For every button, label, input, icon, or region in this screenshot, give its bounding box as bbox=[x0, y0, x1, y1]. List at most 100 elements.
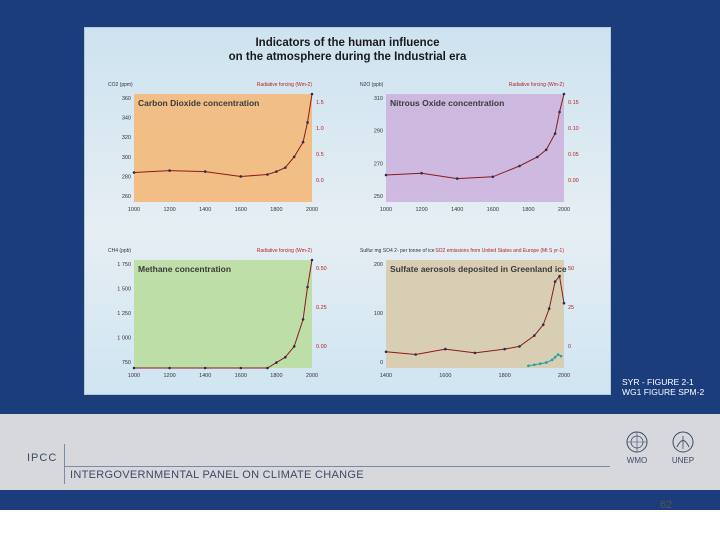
n2o-y-tick-label-right: 0.05 bbox=[568, 152, 579, 158]
sulfate-data-point bbox=[384, 350, 388, 354]
sulfate-y-tick-label-right: 50 bbox=[568, 266, 574, 272]
n2o-data-point bbox=[544, 148, 548, 152]
footer-band bbox=[0, 414, 720, 490]
figure-title-line1: Indicators of the human influence bbox=[255, 37, 440, 49]
ch4-x-tick-label: 1400 bbox=[199, 373, 211, 379]
ipcc-short-name: IPCC bbox=[27, 452, 58, 464]
n2o-y-tick-label-left: 290 bbox=[374, 129, 383, 135]
co2-panel: Carbon Dioxide concentration CO2 (ppm) Rad… bbox=[108, 82, 324, 213]
co2-data-point bbox=[132, 171, 136, 174]
sulfate-data-point bbox=[527, 364, 530, 368]
ch4-x-tick-label: 1800 bbox=[270, 373, 282, 379]
n2o-y-tick-label-right: 0.00 bbox=[568, 178, 579, 184]
n2o-y-tick-label-right: 0.15 bbox=[568, 100, 579, 106]
ch4-data-point bbox=[306, 285, 309, 289]
co2-x-tick-label: 1400 bbox=[199, 207, 211, 213]
sulfate-data-point bbox=[544, 361, 548, 364]
co2-y-tick-label-left: 260 bbox=[122, 194, 131, 200]
ipcc-full-name: INTERGOVERNMENTAL PANEL ON CLIMATE CHANG… bbox=[70, 469, 364, 481]
ch4-data-point bbox=[284, 355, 287, 359]
co2-data-point bbox=[292, 155, 296, 159]
sulfate-data-point bbox=[558, 274, 561, 278]
n2o-ylabel-left: N2O (ppb) bbox=[360, 82, 384, 88]
co2-data-point bbox=[275, 170, 278, 173]
ch4-y-tick-label-right: 0.00 bbox=[316, 344, 327, 350]
sulfate-data-point bbox=[541, 323, 545, 327]
n2o-data-point bbox=[384, 173, 388, 177]
n2o-x-tick-label: 1800 bbox=[522, 207, 534, 213]
ch4-x-tick-label: 1200 bbox=[163, 373, 175, 379]
figure-title-line2: on the atmosphere during the Industrial … bbox=[228, 51, 467, 63]
co2-y-tick-label-left: 320 bbox=[122, 135, 131, 141]
co2-data-point bbox=[168, 169, 171, 172]
caption-line1: SYR - FIGURE 2-1 bbox=[622, 377, 694, 387]
co2-data-point bbox=[284, 166, 287, 169]
ch4-panel: Methane concentration CH4 (ppb) Radiative … bbox=[108, 248, 327, 379]
ch4-data-point bbox=[168, 366, 171, 370]
sulfate-x-tick-label: 2000 bbox=[558, 373, 570, 379]
unep-label: UNEP bbox=[672, 456, 694, 465]
co2-y-tick-label-left: 280 bbox=[122, 174, 131, 180]
ch4-y-tick-label-left: 1 250 bbox=[117, 311, 131, 317]
co2-data-point bbox=[310, 92, 314, 96]
n2o-data-point bbox=[536, 155, 539, 159]
co2-y-tick-label-left: 340 bbox=[122, 116, 131, 122]
ch4-data-point bbox=[132, 366, 136, 370]
ch4-y-tick-label-left: 1 000 bbox=[117, 336, 131, 342]
ch4-chart-title: Methane concentration bbox=[138, 264, 231, 274]
n2o-series-line bbox=[385, 93, 565, 180]
sulfate-x-tick-label: 1800 bbox=[499, 373, 511, 379]
n2o-plot-area bbox=[386, 94, 564, 202]
n2o-chart-title: Nitrous Oxide concentration bbox=[390, 98, 504, 108]
sulfate-x-tick-label: 1400 bbox=[380, 373, 392, 379]
sulfate-ylabel-right: SO2 emissions from United States and Eur… bbox=[435, 248, 564, 254]
sulfate-plot-area bbox=[386, 260, 564, 368]
n2o-y-tick-label-right: 0.10 bbox=[568, 126, 579, 132]
ch4-data-point bbox=[275, 361, 278, 364]
n2o-y-tick-label-left: 270 bbox=[374, 161, 383, 167]
sulfate-data-point bbox=[414, 353, 417, 356]
co2-x-tick-label: 1800 bbox=[270, 207, 282, 213]
sulfate-y-tick-label-left: 100 bbox=[374, 311, 383, 317]
ch4-data-point bbox=[301, 318, 305, 321]
unep-logo-icon bbox=[672, 431, 694, 453]
co2-plot-area bbox=[134, 94, 312, 202]
sulfate-data-point bbox=[503, 347, 506, 351]
sulfate-y-tick-label-right: 25 bbox=[568, 305, 574, 311]
co2-data-point bbox=[203, 170, 207, 173]
n2o-data-point bbox=[491, 175, 495, 179]
co2-x-tick-label: 1200 bbox=[163, 207, 175, 213]
co2-ylabel-right: Radiative forcing (Wm-2) bbox=[257, 82, 313, 88]
n2o-x-tick-label: 2000 bbox=[558, 207, 570, 213]
co2-x-tick-label: 1600 bbox=[235, 207, 247, 213]
ch4-plot-area bbox=[134, 260, 312, 368]
sulfate-data-point bbox=[533, 334, 536, 337]
n2o-x-tick-label: 1400 bbox=[451, 207, 463, 213]
ch4-data-point bbox=[203, 366, 207, 370]
ch4-y-tick-label-right: 0.50 bbox=[316, 266, 327, 272]
footer-divider bbox=[64, 444, 65, 484]
sulfate-data-point bbox=[562, 301, 566, 305]
n2o-data-point bbox=[562, 92, 566, 96]
n2o-x-tick-label: 1200 bbox=[415, 207, 427, 213]
ch4-data-point bbox=[266, 366, 269, 370]
footer-dark-band bbox=[0, 490, 720, 510]
co2-data-point bbox=[306, 121, 309, 124]
sulfate-data-point bbox=[533, 363, 536, 367]
n2o-panel: Nitrous Oxide concentration N2O (ppb) Radi… bbox=[360, 82, 579, 213]
figure-title: Indicators of the human influence on the… bbox=[85, 36, 610, 64]
n2o-data-point bbox=[518, 164, 521, 168]
wmo-label: WMO bbox=[627, 456, 647, 465]
co2-data-point bbox=[239, 175, 243, 178]
figure-caption: SYR - FIGURE 2-1 WG1 FIGURE SPM-2 bbox=[622, 377, 704, 397]
n2o-data-point bbox=[553, 132, 557, 135]
n2o-y-tick-label-left: 310 bbox=[374, 96, 383, 102]
co2-x-tick-label: 2000 bbox=[306, 207, 318, 213]
footer-rule bbox=[64, 466, 610, 467]
ch4-ylabel-right: Radiative forcing (Wm-2) bbox=[257, 248, 313, 254]
ch4-x-tick-label: 1600 bbox=[235, 373, 247, 379]
ch4-data-point bbox=[292, 345, 296, 348]
co2-chart-title: Carbon Dioxide concentration bbox=[138, 98, 259, 108]
n2o-data-point bbox=[420, 171, 423, 175]
co2-y-tick-label-left: 300 bbox=[122, 155, 131, 161]
